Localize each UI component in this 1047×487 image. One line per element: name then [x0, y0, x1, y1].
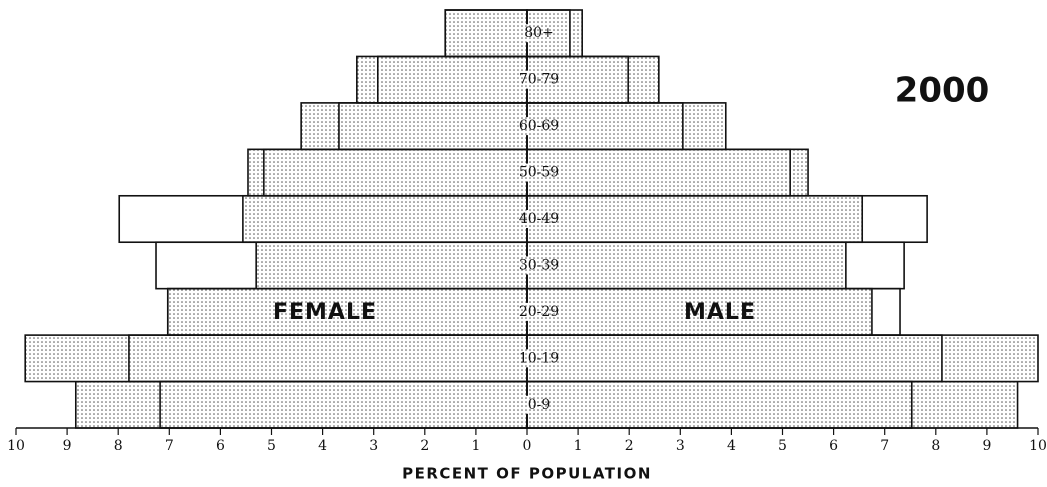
age-label: 20-29 [519, 304, 559, 320]
bar [526, 241, 847, 290]
bar [166, 287, 528, 336]
age-label-bg [499, 24, 561, 43]
side-label: FEMALE [273, 300, 377, 325]
x-tick-label: 5 [778, 438, 787, 454]
x-tick-label: 7 [165, 438, 174, 454]
x-tick-label: 1 [574, 438, 583, 454]
bar [242, 194, 528, 244]
age-label: 0-9 [528, 397, 551, 413]
x-tick-label: 8 [931, 438, 940, 454]
age-label-bg [499, 302, 561, 321]
bar [526, 194, 864, 244]
age-label-bg [499, 210, 561, 228]
age-label: 70-79 [519, 72, 559, 88]
x-tick-label: 1 [471, 438, 480, 454]
age-label: 30-39 [519, 257, 559, 273]
x-axis-label: PERCENT OF POPULATION [402, 465, 652, 483]
age-label-bg [499, 70, 561, 89]
x-tick-label: 2 [420, 438, 429, 454]
age-label-bg [499, 256, 561, 275]
bar [526, 380, 1019, 429]
age-label-bg [499, 349, 561, 368]
side-label: MALE [684, 300, 756, 325]
bar [247, 148, 528, 197]
bar [526, 334, 1039, 383]
x-tick-label: 0 [523, 438, 532, 454]
age-label: 50-59 [519, 165, 559, 181]
x-tick-label: 4 [318, 438, 327, 454]
bar [526, 148, 809, 197]
bar [300, 102, 528, 151]
x-tick-label: 6 [829, 438, 838, 454]
x-tick-label: 7 [880, 438, 889, 454]
bar [24, 334, 528, 383]
x-tick-label: 10 [1029, 438, 1047, 454]
bar [74, 380, 528, 429]
x-tick-label: 3 [369, 438, 378, 454]
bar [255, 241, 528, 290]
x-tick-label: 9 [63, 438, 72, 454]
age-label: 60-69 [519, 118, 559, 134]
bar [526, 287, 873, 336]
x-tick-label: 2 [625, 438, 634, 454]
chart-title: 2000 [895, 71, 990, 111]
age-label-bg [499, 395, 561, 414]
x-tick-label: 10 [7, 438, 25, 454]
x-tick-label: 4 [727, 438, 736, 454]
x-tick-label: 8 [114, 438, 123, 454]
bar [356, 55, 528, 104]
age-label: 10-19 [519, 350, 559, 366]
x-tick-label: 9 [982, 438, 991, 454]
x-tick-label: 3 [676, 438, 685, 454]
age-label: 40-49 [519, 211, 559, 227]
age-label-bg [499, 163, 561, 182]
x-tick-label: 6 [216, 438, 225, 454]
age-label-bg [499, 117, 561, 136]
x-tick-label: 5 [267, 438, 276, 454]
age-label: 80+ [524, 25, 554, 41]
